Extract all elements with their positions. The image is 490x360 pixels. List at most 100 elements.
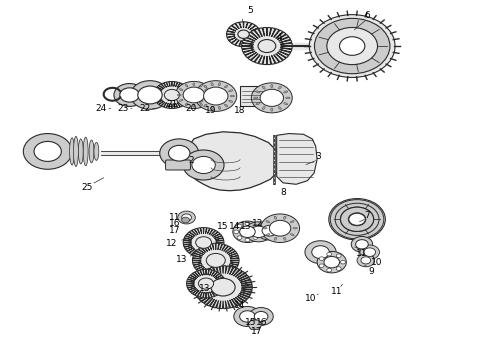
Text: 15: 15 bbox=[218, 222, 229, 231]
Ellipse shape bbox=[197, 95, 201, 97]
Ellipse shape bbox=[274, 216, 277, 219]
Ellipse shape bbox=[224, 85, 228, 88]
Circle shape bbox=[327, 252, 332, 256]
Ellipse shape bbox=[291, 221, 294, 223]
Circle shape bbox=[164, 89, 179, 100]
Circle shape bbox=[24, 134, 72, 169]
Text: 13: 13 bbox=[240, 222, 252, 231]
Text: 15: 15 bbox=[245, 318, 257, 327]
Ellipse shape bbox=[224, 104, 228, 107]
Text: 18: 18 bbox=[234, 106, 246, 115]
Circle shape bbox=[245, 222, 272, 242]
Text: 7: 7 bbox=[364, 211, 369, 220]
Circle shape bbox=[340, 37, 365, 55]
Circle shape bbox=[329, 199, 385, 240]
Polygon shape bbox=[153, 81, 191, 109]
Polygon shape bbox=[247, 320, 262, 329]
Ellipse shape bbox=[211, 106, 213, 109]
Circle shape bbox=[336, 254, 341, 257]
Circle shape bbox=[256, 230, 261, 234]
Circle shape bbox=[183, 150, 224, 180]
Text: 14: 14 bbox=[233, 301, 245, 310]
FancyBboxPatch shape bbox=[166, 160, 191, 170]
Circle shape bbox=[262, 225, 277, 236]
Text: 2: 2 bbox=[189, 156, 194, 165]
Ellipse shape bbox=[94, 143, 99, 160]
Text: 11: 11 bbox=[331, 287, 343, 296]
Circle shape bbox=[245, 222, 250, 225]
Circle shape bbox=[261, 214, 299, 243]
Text: 16: 16 bbox=[256, 318, 268, 327]
Ellipse shape bbox=[199, 90, 203, 92]
Ellipse shape bbox=[200, 84, 202, 87]
Circle shape bbox=[211, 278, 235, 296]
Ellipse shape bbox=[266, 221, 270, 223]
Ellipse shape bbox=[74, 136, 78, 166]
Circle shape bbox=[237, 236, 242, 239]
Circle shape bbox=[240, 226, 255, 238]
Ellipse shape bbox=[204, 85, 207, 88]
Ellipse shape bbox=[284, 216, 286, 219]
Circle shape bbox=[233, 221, 262, 243]
Circle shape bbox=[34, 141, 61, 161]
Polygon shape bbox=[193, 243, 239, 278]
Ellipse shape bbox=[286, 97, 290, 99]
Circle shape bbox=[178, 211, 196, 224]
Circle shape bbox=[319, 257, 324, 260]
Text: 10: 10 bbox=[305, 294, 317, 303]
Circle shape bbox=[253, 224, 258, 228]
Circle shape bbox=[206, 253, 225, 267]
Text: 11: 11 bbox=[356, 249, 368, 258]
Text: 11: 11 bbox=[169, 213, 180, 222]
Text: 13: 13 bbox=[199, 284, 211, 293]
Ellipse shape bbox=[284, 103, 288, 105]
Text: 23: 23 bbox=[118, 104, 129, 113]
Circle shape bbox=[356, 240, 368, 249]
Ellipse shape bbox=[205, 89, 208, 91]
Circle shape bbox=[348, 213, 366, 226]
Ellipse shape bbox=[162, 148, 167, 158]
Text: 20: 20 bbox=[186, 104, 197, 113]
Text: 13: 13 bbox=[176, 255, 187, 264]
Circle shape bbox=[309, 15, 395, 77]
Circle shape bbox=[254, 311, 268, 321]
Circle shape bbox=[360, 245, 379, 259]
Ellipse shape bbox=[78, 139, 83, 164]
Circle shape bbox=[257, 221, 282, 240]
Ellipse shape bbox=[256, 91, 260, 93]
Circle shape bbox=[245, 238, 250, 242]
Circle shape bbox=[251, 226, 267, 238]
Circle shape bbox=[364, 248, 375, 256]
Polygon shape bbox=[226, 22, 261, 47]
Ellipse shape bbox=[218, 83, 220, 86]
Text: 17: 17 bbox=[250, 327, 262, 336]
Polygon shape bbox=[187, 269, 225, 298]
Ellipse shape bbox=[206, 94, 210, 96]
Ellipse shape bbox=[199, 100, 203, 102]
Circle shape bbox=[182, 217, 190, 223]
Text: 21: 21 bbox=[166, 100, 177, 109]
Circle shape bbox=[192, 157, 215, 174]
Text: 4: 4 bbox=[276, 33, 282, 42]
Circle shape bbox=[341, 207, 374, 231]
Circle shape bbox=[349, 213, 366, 225]
Text: 16: 16 bbox=[169, 219, 180, 228]
Ellipse shape bbox=[262, 107, 265, 109]
Ellipse shape bbox=[270, 85, 273, 87]
Ellipse shape bbox=[266, 234, 270, 236]
Circle shape bbox=[324, 256, 340, 268]
Ellipse shape bbox=[179, 99, 183, 101]
Polygon shape bbox=[181, 132, 280, 191]
Circle shape bbox=[341, 260, 345, 264]
Ellipse shape bbox=[167, 148, 171, 158]
Ellipse shape bbox=[185, 103, 188, 105]
Circle shape bbox=[234, 230, 239, 234]
Ellipse shape bbox=[177, 94, 181, 96]
Circle shape bbox=[249, 307, 273, 325]
Ellipse shape bbox=[200, 103, 202, 105]
Circle shape bbox=[317, 251, 346, 273]
Ellipse shape bbox=[278, 86, 281, 89]
Polygon shape bbox=[183, 228, 224, 257]
Ellipse shape bbox=[70, 138, 74, 165]
Ellipse shape bbox=[211, 83, 213, 86]
